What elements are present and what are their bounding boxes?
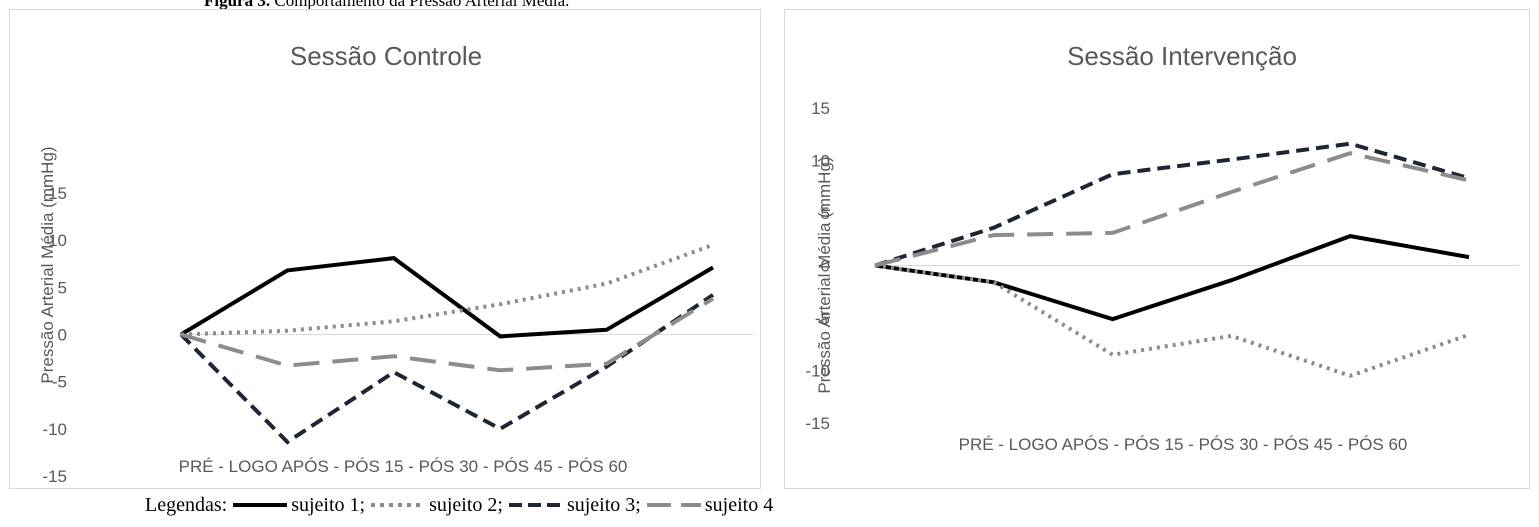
legend-prefix: Legendas: bbox=[145, 493, 228, 516]
legend-label: sujeito 2; bbox=[429, 493, 503, 516]
series-line-1 bbox=[179, 256, 715, 339]
chart-panel-controle: Sessão Controle -15 -10 -5 0 5 10 15 Pressão Art… bbox=[9, 9, 761, 489]
legend-label: sujeito 4 bbox=[704, 493, 774, 516]
chart-panel-intervencao: Sessão Intervenção -15 -10 -5 0 5 10 15 Pressão … bbox=[784, 9, 1530, 489]
chart-title: Sessão Intervenção bbox=[1067, 41, 1297, 71]
y-tick-label: 10 bbox=[811, 152, 830, 171]
series-line-3 bbox=[874, 141, 1470, 268]
series-line-3 bbox=[179, 293, 715, 445]
y-tick-label: -5 bbox=[815, 309, 830, 328]
figure-caption: Figura 3. Comportamento da Pressão Arter… bbox=[204, 0, 569, 11]
y-tick-label: 15 bbox=[48, 184, 67, 203]
y-tick-label: -15 bbox=[42, 467, 67, 486]
y-axis-title: Pressão Arterial Média (mmHg) bbox=[38, 146, 57, 383]
series-line-1 bbox=[874, 234, 1470, 322]
legend-item-sujeito-1: sujeito 1; bbox=[227, 494, 365, 517]
chart-intervencao: Sessão Intervenção -15 -10 -5 0 5 10 15 Pressão … bbox=[805, 41, 1519, 454]
y-tick-label: 15 bbox=[811, 99, 830, 118]
series-line-2 bbox=[874, 263, 1470, 378]
y-tick-label: -10 bbox=[42, 420, 67, 439]
y-tick-label: 5 bbox=[821, 204, 830, 223]
y-tick-label: -5 bbox=[52, 373, 67, 392]
x-category-label: PRÉ - LOGO APÓS - PÓS 15 - PÓS 30 - PÓS … bbox=[959, 435, 1408, 454]
y-tick-label: -15 bbox=[805, 414, 830, 433]
legend-swatch-dashed bbox=[508, 503, 563, 507]
figure-caption-text: Comportamento da Pressão Arterial Média. bbox=[270, 0, 570, 10]
y-axis-title: Pressão Arterial Média (mmHg) bbox=[815, 156, 834, 393]
series-line-2 bbox=[180, 243, 714, 337]
legend-item-sujeito-3: sujeito 3; bbox=[503, 494, 641, 517]
series-line-4 bbox=[874, 151, 1470, 268]
y-tick-label: 10 bbox=[48, 231, 67, 250]
legend-label: sujeito 3; bbox=[566, 493, 641, 516]
figure-caption-number: Figura 3. bbox=[204, 0, 271, 10]
legend-swatch-dotted bbox=[371, 503, 426, 507]
y-tick-label: 5 bbox=[58, 278, 67, 297]
series-line-4 bbox=[180, 296, 715, 373]
y-tick-label: 0 bbox=[58, 326, 67, 345]
y-tick-label: -10 bbox=[805, 362, 830, 381]
legend: Legendas: sujeito 1; sujeito 2; sujeito … bbox=[145, 490, 773, 520]
chart-title: Sessão Controle bbox=[290, 41, 482, 71]
legend-item-sujeito-4: sujeito 4 bbox=[641, 494, 773, 517]
legend-swatch-solid bbox=[233, 503, 288, 507]
y-tick-label: 0 bbox=[821, 257, 830, 276]
legend-swatch-longdash bbox=[646, 503, 701, 507]
x-category-label: PRÉ - LOGO APÓS - PÓS 15 - PÓS 30 - PÓS … bbox=[179, 457, 628, 476]
legend-item-sujeito-2: sujeito 2; bbox=[365, 494, 503, 517]
legend-label: sujeito 1; bbox=[291, 493, 366, 516]
